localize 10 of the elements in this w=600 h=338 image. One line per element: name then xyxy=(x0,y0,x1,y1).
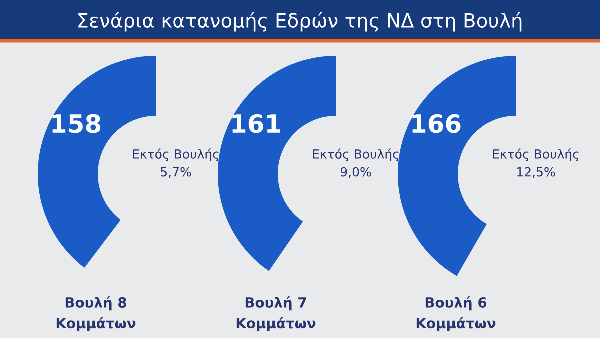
data-label: 158 xyxy=(52,114,101,134)
category-label: Βουλή 7 Κομμάτων xyxy=(236,296,316,332)
category-label: Βουλή 8 Κομμάτων xyxy=(56,296,136,332)
text: Εκτός Βουλής 9,0% xyxy=(313,148,399,178)
data-label: 161 xyxy=(232,114,280,134)
text: Σενάρια κατανομής Εδρών της ΝΔ στη Βουλή xyxy=(78,12,522,32)
text: Εκτός Βουλής 5,7% xyxy=(133,148,219,178)
category-label: Βουλή 6 Κομμάτων xyxy=(416,296,496,332)
text: Εκτός Βουλής 12,5% xyxy=(493,148,579,178)
data-label: 166 xyxy=(412,114,461,134)
